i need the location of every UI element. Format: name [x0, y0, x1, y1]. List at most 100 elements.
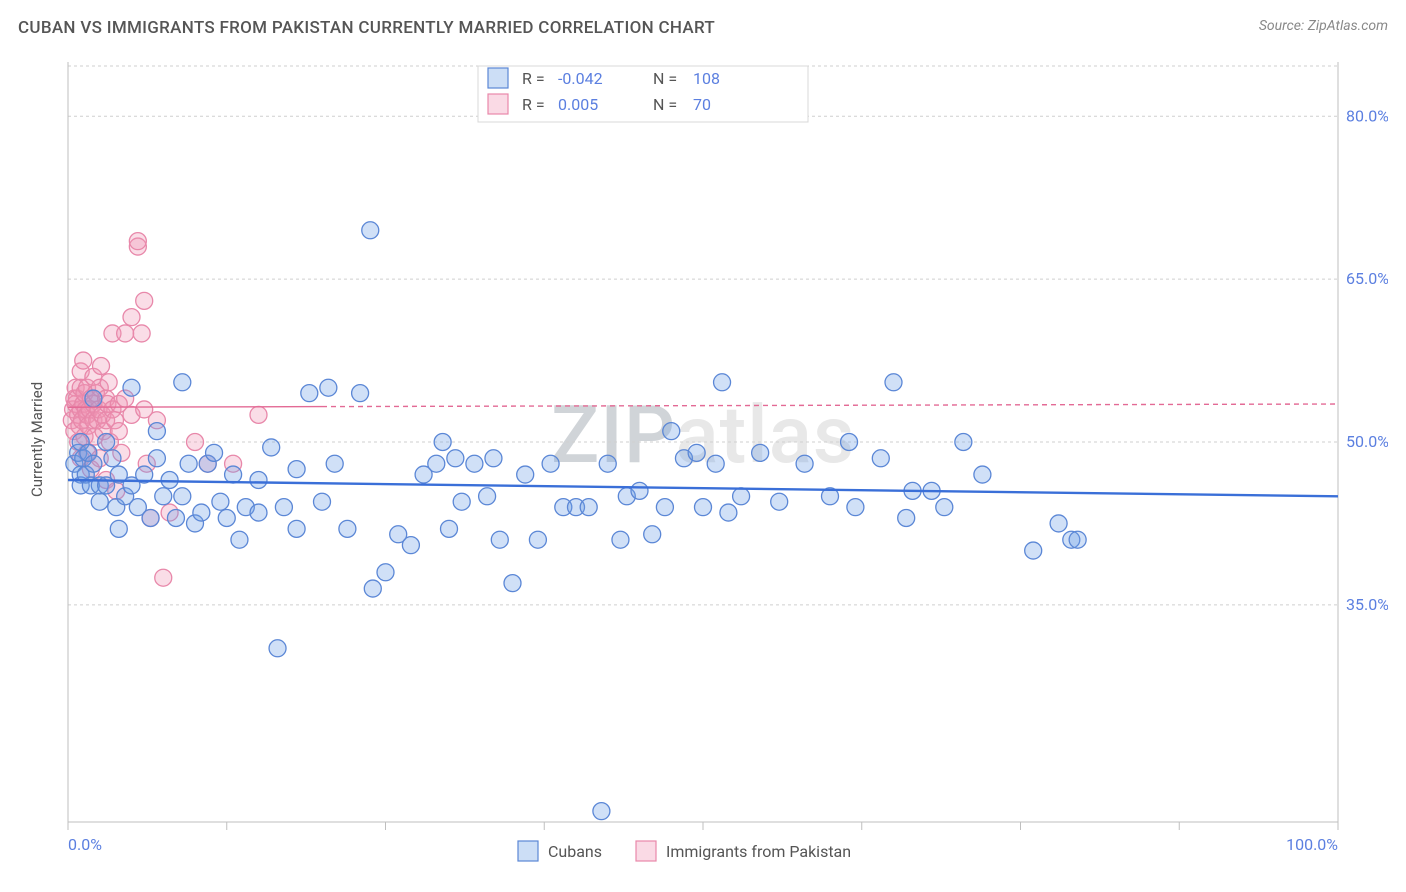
- data-point: [1050, 515, 1067, 532]
- data-point: [123, 379, 140, 396]
- bottom-legend-label: Cubans: [548, 842, 602, 861]
- data-point: [847, 499, 864, 516]
- data-point: [314, 493, 331, 510]
- data-point: [529, 531, 546, 548]
- data-point: [955, 434, 972, 451]
- y-axis-label: 65.0%: [1346, 269, 1388, 288]
- data-point: [129, 233, 146, 250]
- data-point: [93, 358, 110, 375]
- data-point: [231, 531, 248, 548]
- legend-n-value: 108: [693, 69, 720, 88]
- trend-line-solid: [68, 407, 322, 408]
- data-point: [752, 444, 769, 461]
- data-point: [148, 423, 165, 440]
- data-point: [580, 499, 597, 516]
- data-point: [707, 455, 724, 472]
- bottom-legend-swatch: [518, 841, 538, 861]
- data-point: [352, 385, 369, 402]
- data-point: [174, 488, 191, 505]
- data-point: [155, 488, 172, 505]
- data-point: [453, 493, 470, 510]
- data-point: [218, 510, 235, 527]
- chart-area: ZIPatlas35.0%50.0%65.0%80.0%0.0%100.0%Cu…: [18, 42, 1388, 872]
- data-point: [377, 564, 394, 581]
- legend-n-label: N =: [653, 69, 677, 88]
- y-axis-label: 50.0%: [1346, 432, 1388, 451]
- x-axis-label-max: 100.0%: [1286, 835, 1338, 854]
- data-point: [695, 499, 712, 516]
- data-point: [91, 493, 108, 510]
- y-axis-title: Currently Married: [28, 382, 46, 497]
- data-point: [320, 379, 337, 396]
- data-point: [898, 510, 915, 527]
- data-point: [206, 444, 223, 461]
- data-point: [447, 450, 464, 467]
- data-point: [362, 222, 379, 239]
- data-point: [771, 493, 788, 510]
- data-point: [593, 803, 610, 820]
- data-point: [663, 423, 680, 440]
- data-point: [1069, 531, 1086, 548]
- legend-r-value: -0.042: [558, 69, 603, 88]
- data-point: [402, 537, 419, 554]
- data-point: [225, 466, 242, 483]
- scatter-chart-svg: ZIPatlas35.0%50.0%65.0%80.0%0.0%100.0%Cu…: [18, 42, 1388, 872]
- data-point: [110, 520, 127, 537]
- bottom-legend-label: Immigrants from Pakistan: [666, 842, 851, 861]
- data-point: [161, 472, 178, 489]
- data-point: [885, 374, 902, 391]
- data-point: [714, 374, 731, 391]
- data-point: [504, 575, 521, 592]
- data-point: [936, 499, 953, 516]
- data-point: [733, 488, 750, 505]
- data-point: [644, 526, 661, 543]
- data-point: [612, 531, 629, 548]
- data-point: [326, 455, 343, 472]
- legend-r-label: R =: [522, 95, 545, 114]
- data-point: [180, 455, 197, 472]
- legend-r-label: R =: [522, 69, 545, 88]
- legend-n-value: 70: [693, 95, 711, 114]
- data-point: [193, 504, 210, 521]
- data-point: [123, 309, 140, 326]
- source-attribution: Source: ZipAtlas.com: [1259, 18, 1388, 34]
- chart-title: CUBAN VS IMMIGRANTS FROM PAKISTAN CURREN…: [18, 18, 715, 38]
- x-axis-label-min: 0.0%: [68, 835, 102, 854]
- legend-r-value: 0.005: [558, 95, 598, 114]
- y-axis-label: 35.0%: [1346, 595, 1388, 614]
- header: CUBAN VS IMMIGRANTS FROM PAKISTAN CURREN…: [18, 18, 1388, 38]
- data-point: [841, 434, 858, 451]
- data-point: [85, 455, 102, 472]
- data-point: [491, 531, 508, 548]
- data-point: [688, 444, 705, 461]
- data-point: [142, 510, 159, 527]
- data-point: [98, 434, 115, 451]
- legend-swatch: [488, 94, 508, 114]
- data-point: [288, 461, 305, 478]
- data-point: [466, 455, 483, 472]
- data-point: [1025, 542, 1042, 559]
- data-point: [104, 450, 121, 467]
- chart-container: CUBAN VS IMMIGRANTS FROM PAKISTAN CURREN…: [0, 0, 1406, 892]
- data-point: [599, 455, 616, 472]
- data-point: [212, 493, 229, 510]
- data-point: [339, 520, 356, 537]
- data-point: [434, 434, 451, 451]
- data-point: [364, 580, 381, 597]
- data-point: [631, 482, 648, 499]
- legend-swatch: [488, 68, 508, 88]
- data-point: [974, 466, 991, 483]
- data-point: [133, 325, 150, 342]
- data-point: [441, 520, 458, 537]
- data-point: [720, 504, 737, 521]
- data-point: [428, 455, 445, 472]
- data-point: [269, 640, 286, 657]
- data-point: [100, 374, 117, 391]
- data-point: [75, 352, 92, 369]
- data-point: [517, 466, 534, 483]
- data-point: [85, 390, 102, 407]
- data-point: [872, 450, 889, 467]
- data-point: [167, 510, 184, 527]
- data-point: [117, 325, 134, 342]
- data-point: [542, 455, 559, 472]
